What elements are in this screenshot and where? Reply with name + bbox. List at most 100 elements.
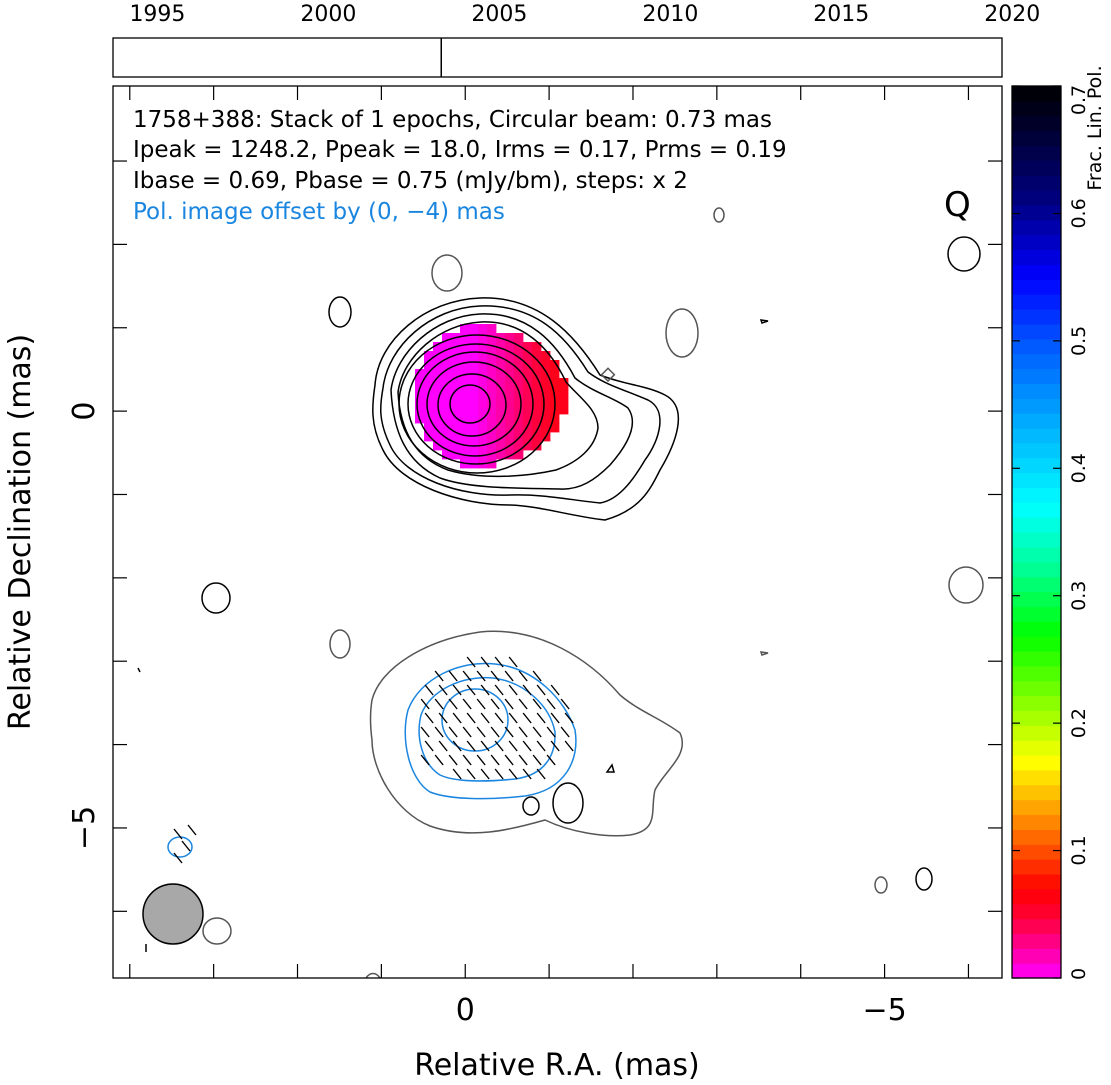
heatmap-cell: [451, 351, 461, 361]
evpa-tick: [434, 670, 444, 682]
evpa-tick: [560, 726, 570, 738]
colorbar-band: [1012, 769, 1061, 786]
heatmap-cell: [451, 378, 461, 388]
heatmap-cell: [424, 396, 434, 406]
noise-contour: [947, 236, 981, 272]
axis-tick-labels: 0 −5 0 −5: [67, 402, 907, 1028]
heatmap-cell: [442, 450, 452, 460]
colorbar-frame: [1011, 85, 1062, 979]
noise-contours: [137, 207, 984, 979]
heatmap-cell: [415, 369, 425, 379]
heatmap-cell: [514, 441, 524, 451]
heatmap-cell: [541, 414, 551, 424]
heatmap-cell: [460, 405, 470, 415]
heatmap-cell: [478, 333, 488, 343]
colorbar-band: [1012, 546, 1061, 563]
evpa-tick: [434, 698, 444, 710]
plot-header: 1758+388: Stack of 1 epochs, Circular be…: [133, 107, 971, 225]
heatmap-cell: [505, 360, 515, 370]
heatmap-cell: [478, 342, 488, 352]
timeline-year-label: 2015: [813, 2, 869, 27]
colorbar-band: [1012, 873, 1061, 890]
heatmap-cell: [550, 387, 560, 397]
heatmap-cell: [460, 342, 470, 352]
contour-6: [407, 343, 545, 465]
heatmap-cell: [514, 405, 524, 415]
heatmap-cell: [424, 414, 434, 424]
colorbar-gradient: [1012, 86, 1061, 979]
colorbar-band: [1012, 591, 1061, 607]
evpa-tick: [448, 726, 458, 738]
heatmap-cell: [442, 423, 452, 433]
heatmap-cell: [541, 405, 551, 415]
evpa-tick: [560, 698, 570, 710]
heatmap-cell: [532, 414, 542, 424]
heatmap-cell: [469, 423, 479, 433]
heatmap-cell: [460, 378, 470, 388]
colorbar-band: [1012, 740, 1061, 756]
evpa-tick: [480, 656, 490, 668]
heatmap-cell: [487, 351, 497, 361]
heatmap-cell: [442, 360, 452, 370]
colorbar-band: [1012, 710, 1061, 726]
heatmap-cell: [478, 450, 488, 460]
heatmap-cell: [505, 333, 515, 343]
heatmap-cell: [487, 441, 497, 451]
heatmap-cell: [532, 405, 542, 415]
evpa-tick: [466, 684, 476, 696]
heatmap-cell: [478, 324, 488, 334]
heatmap-cell: [505, 414, 515, 424]
heatmap-cell: [478, 405, 488, 415]
colorbar-band: [1012, 844, 1061, 860]
colorbar-band: [1012, 383, 1061, 399]
heatmap-cell: [532, 360, 542, 370]
heatmap-cell: [478, 360, 488, 370]
heatmap-cell: [469, 387, 479, 397]
heatmap-cell: [559, 405, 569, 415]
evpa-tick: [424, 740, 434, 752]
colorbar-band: [1012, 621, 1061, 637]
heatmap-cell: [451, 405, 461, 415]
heatmap-cell: [487, 324, 497, 334]
colorbar-band: [1012, 234, 1061, 251]
total-intensity-contours: [372, 297, 680, 521]
heatmap-cell: [424, 432, 434, 442]
evpa-tick: [476, 670, 486, 682]
colorbar-band: [1012, 650, 1061, 667]
heatmap-cell: [523, 423, 533, 433]
heatmap-cell: [487, 387, 497, 397]
heatmap-cell: [550, 414, 560, 424]
evpa-tick: [480, 768, 490, 780]
colorbar-band: [1012, 963, 1061, 979]
heatmap-cell: [505, 423, 515, 433]
heatmap-cell: [460, 369, 470, 379]
heatmap-cell: [496, 360, 506, 370]
evpa-tick: [480, 712, 490, 724]
evpa-tick: [490, 754, 500, 766]
evpa-tick: [424, 712, 434, 724]
heatmap-cell: [442, 333, 452, 343]
evpa-tick: [476, 726, 486, 738]
heatmap-cell: [451, 423, 461, 433]
evpa-tick: [546, 698, 556, 710]
heatmap-cell: [460, 333, 470, 343]
colorbar-tick-label: 0.1: [1068, 835, 1090, 865]
heatmap-cell: [478, 378, 488, 388]
contour-7: [416, 351, 534, 457]
noise-contour: [759, 319, 769, 324]
heatmap-cell: [523, 351, 533, 361]
heatmap-cell: [505, 432, 515, 442]
evpa-tick: [522, 712, 532, 724]
colorbar-band: [1012, 309, 1061, 325]
colorbar-tick-label: 0.2: [1068, 708, 1090, 738]
evpa-tick: [181, 840, 191, 852]
evpa-tick: [448, 754, 458, 766]
evpa-tick: [536, 684, 546, 696]
heatmap-cell: [415, 396, 425, 406]
x-axis-label: Relative R.A. (mas): [414, 1048, 700, 1083]
noise-contour: [759, 651, 769, 656]
heatmap-cell: [469, 396, 479, 406]
heatmap-cell: [487, 342, 497, 352]
heatmap-cell: [514, 396, 524, 406]
colorbar-band: [1012, 219, 1061, 236]
